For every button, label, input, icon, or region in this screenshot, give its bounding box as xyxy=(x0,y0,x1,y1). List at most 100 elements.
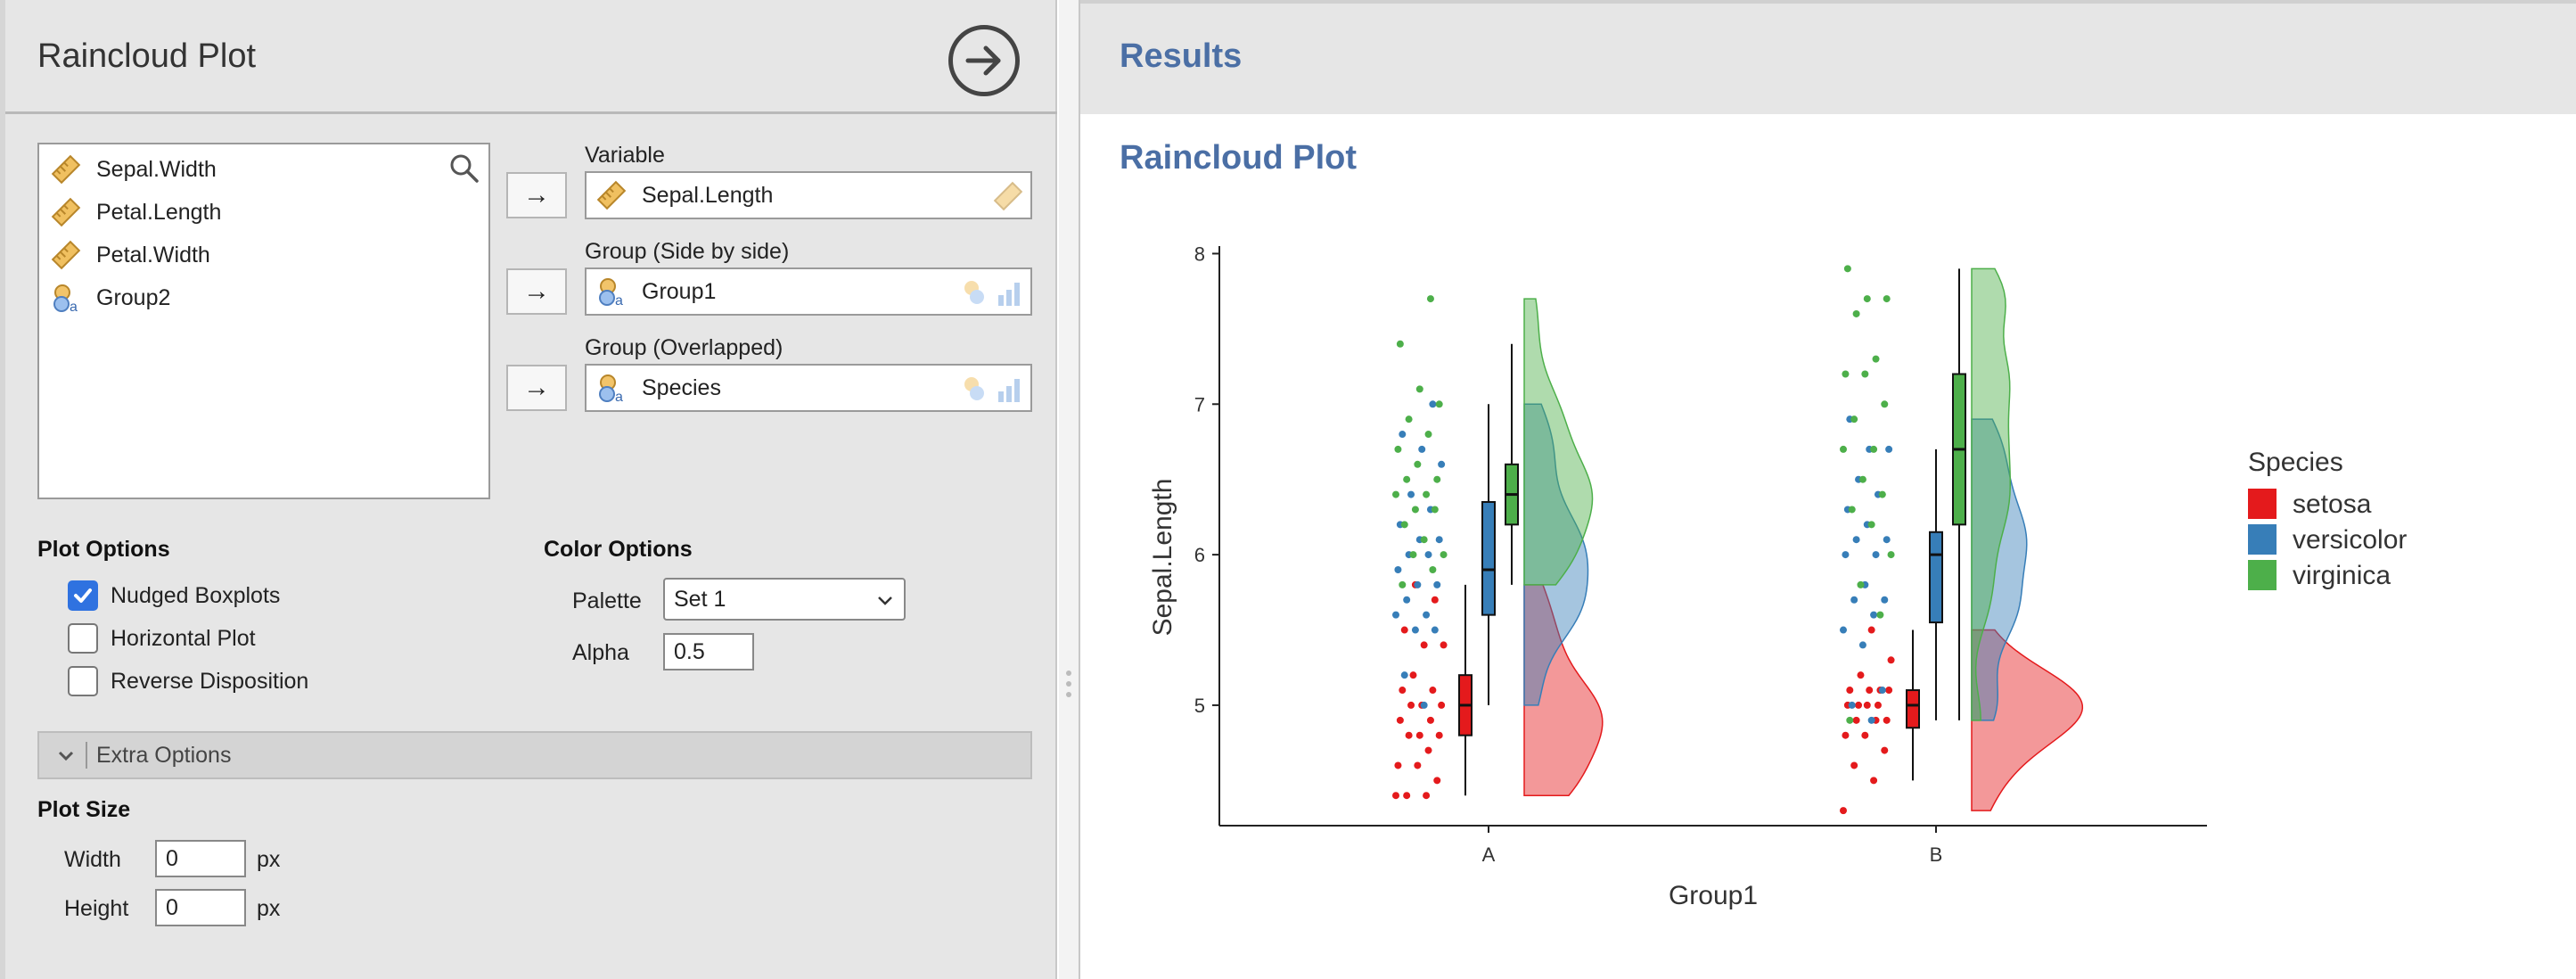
data-point xyxy=(1396,716,1404,724)
data-point xyxy=(1863,295,1871,303)
data-point xyxy=(1409,671,1417,679)
density-cloud xyxy=(1523,403,1589,706)
data-point xyxy=(1420,701,1428,709)
variable-label: Sepal.Width xyxy=(96,156,217,182)
group-overlap-box[interactable]: a Species xyxy=(585,364,1032,412)
data-point xyxy=(1400,521,1408,529)
variable-item[interactable]: Petal.Length xyxy=(50,194,221,230)
data-point xyxy=(1840,626,1847,634)
search-icon[interactable] xyxy=(449,153,480,184)
data-point xyxy=(1400,626,1408,634)
checkbox-empty-icon[interactable] xyxy=(68,666,98,696)
data-point xyxy=(1399,687,1407,695)
reverse-disposition-label: Reverse Disposition xyxy=(111,668,309,694)
data-point xyxy=(1411,626,1419,634)
data-point xyxy=(1392,490,1399,498)
data-point xyxy=(1433,475,1441,483)
data-point xyxy=(1878,687,1886,695)
density-cloud xyxy=(1971,267,2012,721)
panel-splitter[interactable] xyxy=(1059,0,1079,979)
legend-swatch xyxy=(2248,524,2277,555)
data-point xyxy=(1840,445,1847,453)
variable-list[interactable]: Sepal.Width Petal.Length Petal.Width a G… xyxy=(37,143,490,499)
analysis-title: Raincloud Plot xyxy=(37,37,257,75)
nudged-boxplots-checkbox[interactable]: Nudged Boxplots xyxy=(68,580,280,612)
extra-options-label: Extra Options xyxy=(96,742,232,768)
group-overlap-value: Species xyxy=(642,374,721,400)
ruler-icon xyxy=(50,239,82,271)
data-point xyxy=(1396,340,1404,348)
data-point xyxy=(1407,490,1415,498)
data-point xyxy=(1423,611,1431,619)
options-panel: Raincloud Plot Sepal.Width Petal.Length … xyxy=(0,0,1057,979)
extra-options-toggle[interactable]: Extra Options xyxy=(37,731,1032,779)
arrow-right-icon: → xyxy=(523,180,550,210)
results-title: Results xyxy=(1120,37,1243,75)
height-input[interactable]: 0 xyxy=(155,889,246,926)
data-point xyxy=(1872,551,1880,559)
data-point xyxy=(1435,400,1443,408)
data-point xyxy=(1420,536,1428,544)
reverse-disposition-checkbox[interactable]: Reverse Disposition xyxy=(68,665,308,697)
grip-dot xyxy=(1066,670,1071,676)
move-to-group-overlap-button[interactable]: → xyxy=(506,365,567,411)
group-side-value: Group1 xyxy=(642,278,717,304)
data-point xyxy=(1399,580,1407,588)
data-point xyxy=(1885,687,1893,695)
chevron-down-icon xyxy=(878,596,892,605)
data-point xyxy=(1842,731,1850,739)
box-body xyxy=(1481,501,1496,616)
palette-select[interactable]: Set 1 xyxy=(663,578,906,621)
data-point xyxy=(1850,761,1858,769)
data-point xyxy=(1394,761,1402,769)
width-input[interactable]: 0 xyxy=(155,840,246,877)
data-point xyxy=(1850,415,1858,424)
data-point xyxy=(1438,701,1446,709)
data-point xyxy=(1403,475,1411,483)
data-point xyxy=(1874,701,1882,709)
y-tick-label: 5 xyxy=(1194,695,1205,717)
data-point xyxy=(1424,551,1432,559)
scale-ruler-icon xyxy=(993,180,1023,212)
data-point xyxy=(1415,731,1423,739)
variable-item[interactable]: a Group2 xyxy=(50,280,170,316)
variable-target-label: Variable xyxy=(585,143,665,168)
options-header: Raincloud Plot xyxy=(5,0,1057,114)
data-point xyxy=(1433,580,1441,588)
data-point xyxy=(1842,370,1850,378)
group-side-box[interactable]: a Group1 xyxy=(585,267,1032,316)
data-point xyxy=(1440,551,1448,559)
data-point xyxy=(1857,580,1865,588)
run-arrow-button[interactable] xyxy=(948,25,1020,96)
variable-label: Petal.Width xyxy=(96,242,210,267)
palette-label: Palette xyxy=(572,588,642,613)
horizontal-plot-checkbox[interactable]: Horizontal Plot xyxy=(68,622,256,654)
data-point xyxy=(1848,701,1856,709)
density-cloud xyxy=(1523,584,1604,796)
data-point xyxy=(1883,716,1891,724)
data-point xyxy=(1881,596,1889,604)
grip-dot xyxy=(1066,681,1071,687)
checkbox-empty-icon[interactable] xyxy=(68,623,98,654)
divider xyxy=(86,742,87,769)
variable-item[interactable]: Petal.Width xyxy=(50,237,210,273)
variable-target-box[interactable]: Sepal.Length xyxy=(585,171,1032,219)
data-point xyxy=(1415,385,1423,393)
data-point xyxy=(1411,506,1419,514)
alpha-label: Alpha xyxy=(572,640,629,665)
data-point xyxy=(1887,656,1895,664)
variable-label: Petal.Length xyxy=(96,199,222,225)
data-point xyxy=(1881,400,1889,408)
alpha-input[interactable]: 0.5 xyxy=(663,633,754,670)
data-point xyxy=(1840,807,1847,815)
width-label: Width xyxy=(64,847,121,872)
arrow-right-circle-icon xyxy=(965,45,1001,76)
move-to-variable-button[interactable]: → xyxy=(506,172,567,218)
variable-item[interactable]: Sepal.Width xyxy=(50,152,217,187)
data-point xyxy=(1846,687,1854,695)
data-point xyxy=(1424,746,1432,754)
checkbox-checked-icon[interactable] xyxy=(68,580,98,611)
data-point xyxy=(1392,792,1399,800)
move-to-group-side-button[interactable]: → xyxy=(506,268,567,315)
data-point xyxy=(1870,777,1878,785)
